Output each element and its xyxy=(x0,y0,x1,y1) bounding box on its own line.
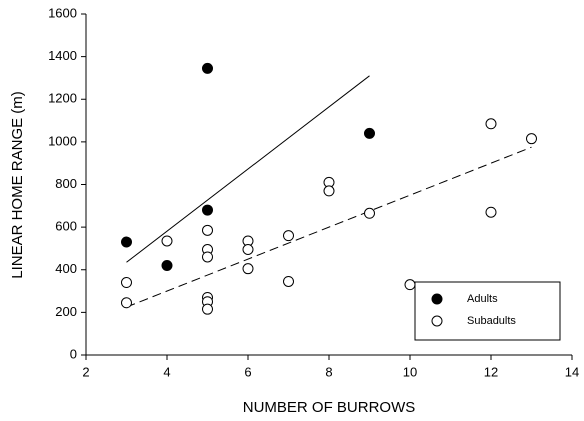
point xyxy=(485,118,497,130)
legend-marker xyxy=(431,315,443,327)
y-tick-label: 200 xyxy=(55,304,77,319)
legend-marker xyxy=(431,293,443,305)
x-tick-label: 10 xyxy=(403,364,417,379)
x-axis-label: NUMBER OF BURROWS xyxy=(243,399,416,416)
y-tick-label: 1600 xyxy=(48,5,77,20)
y-tick-label: 600 xyxy=(55,219,77,234)
x-tick-label: 2 xyxy=(82,364,89,379)
point xyxy=(283,275,294,287)
point xyxy=(161,259,173,271)
point xyxy=(242,244,254,256)
x-tick-label: 14 xyxy=(565,364,579,379)
point xyxy=(364,207,375,219)
legend-box xyxy=(414,281,561,341)
point xyxy=(283,230,294,242)
x-tick-label: 12 xyxy=(484,364,498,379)
point xyxy=(404,279,416,291)
y-tick-label: 0 xyxy=(70,346,77,361)
y-tick-label: 1400 xyxy=(48,48,77,63)
legend-label: Adults xyxy=(467,293,498,305)
point xyxy=(202,303,213,315)
point xyxy=(242,263,254,275)
point xyxy=(202,251,213,263)
x-tick-label: 4 xyxy=(163,364,170,379)
point xyxy=(202,204,213,216)
point xyxy=(364,127,375,139)
point xyxy=(121,297,132,309)
y-tick-label: 800 xyxy=(55,176,77,191)
point xyxy=(526,133,537,145)
x-tick-label: 6 xyxy=(244,364,251,379)
fit-line xyxy=(126,75,370,263)
y-axis-label: LINEAR HOME RANGE (m) xyxy=(9,91,26,279)
point xyxy=(161,235,173,247)
point xyxy=(121,236,132,248)
y-tick-label: 400 xyxy=(55,261,77,276)
legend-label: Subadults xyxy=(467,315,516,327)
y-tick-label: 1000 xyxy=(48,133,77,148)
point xyxy=(202,224,213,236)
point xyxy=(485,206,497,218)
point xyxy=(323,185,335,197)
point xyxy=(121,277,132,289)
fit-line xyxy=(126,146,532,308)
y-tick-label: 1200 xyxy=(48,91,77,106)
point xyxy=(202,62,213,74)
x-tick-label: 8 xyxy=(325,364,332,379)
